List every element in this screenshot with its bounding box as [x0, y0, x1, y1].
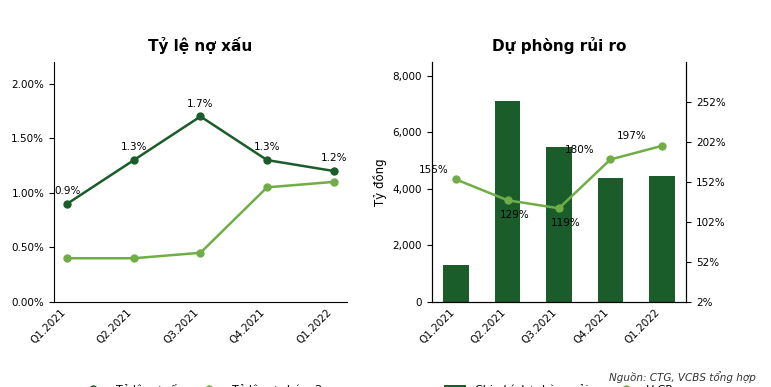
Bar [546, 147, 572, 302]
Text: 1.7%: 1.7% [187, 99, 214, 109]
Text: 0.9%: 0.9% [54, 186, 80, 196]
LLCR [503, 198, 512, 203]
Tỷ lệ nợ nhóm 2 [262, 185, 271, 190]
Tỷ lệ nợ nhóm 2 [62, 256, 72, 260]
Bar [649, 176, 675, 302]
Title: Dự phòng rủi ro: Dự phòng rủi ro [492, 37, 626, 54]
Tỷ lệ nợ xấu [329, 169, 338, 173]
Title: Tỷ lệ nợ xấu: Tỷ lệ nợ xấu [148, 37, 253, 54]
Tỷ lệ nợ nhóm 2 [196, 250, 205, 255]
Legend: Chi phí dự phòng rủi ro, LLCR: Chi phí dự phòng rủi ro, LLCR [439, 379, 678, 387]
Tỷ lệ nợ nhóm 2 [130, 256, 139, 260]
LLCR [452, 177, 461, 182]
Y-axis label: Tỷ đồng: Tỷ đồng [373, 158, 387, 206]
Text: 1.3%: 1.3% [254, 142, 281, 152]
Line: Tỷ lệ nợ nhóm 2: Tỷ lệ nợ nhóm 2 [64, 178, 337, 262]
LLCR [554, 206, 564, 211]
Tỷ lệ nợ xấu [262, 158, 271, 163]
Text: 119%: 119% [551, 218, 581, 228]
Bar [495, 101, 520, 302]
LLCR [657, 144, 666, 148]
LLCR [606, 157, 615, 162]
Text: 1.2%: 1.2% [321, 153, 347, 163]
Tỷ lệ nợ xấu [196, 114, 205, 119]
Text: 180%: 180% [565, 145, 594, 154]
Bar [598, 178, 623, 302]
Legend: Tỷ lệ nợ xấu, Tỷ lệ nợ nhóm 2: Tỷ lệ nợ xấu, Tỷ lệ nợ nhóm 2 [75, 379, 326, 387]
Tỷ lệ nợ xấu [62, 201, 72, 206]
Tỷ lệ nợ xấu [130, 158, 139, 163]
Tỷ lệ nợ nhóm 2 [329, 180, 338, 184]
Text: 197%: 197% [616, 131, 646, 141]
Line: LLCR: LLCR [453, 142, 665, 212]
Bar [443, 265, 469, 302]
Line: Tỷ lệ nợ xấu: Tỷ lệ nợ xấu [64, 113, 337, 207]
Text: 1.3%: 1.3% [120, 142, 147, 152]
Text: 155%: 155% [419, 164, 449, 175]
Text: Nguồn: CTG, VCBS tổng hợp: Nguồn: CTG, VCBS tổng hợp [609, 371, 756, 383]
Text: 129%: 129% [500, 211, 530, 220]
